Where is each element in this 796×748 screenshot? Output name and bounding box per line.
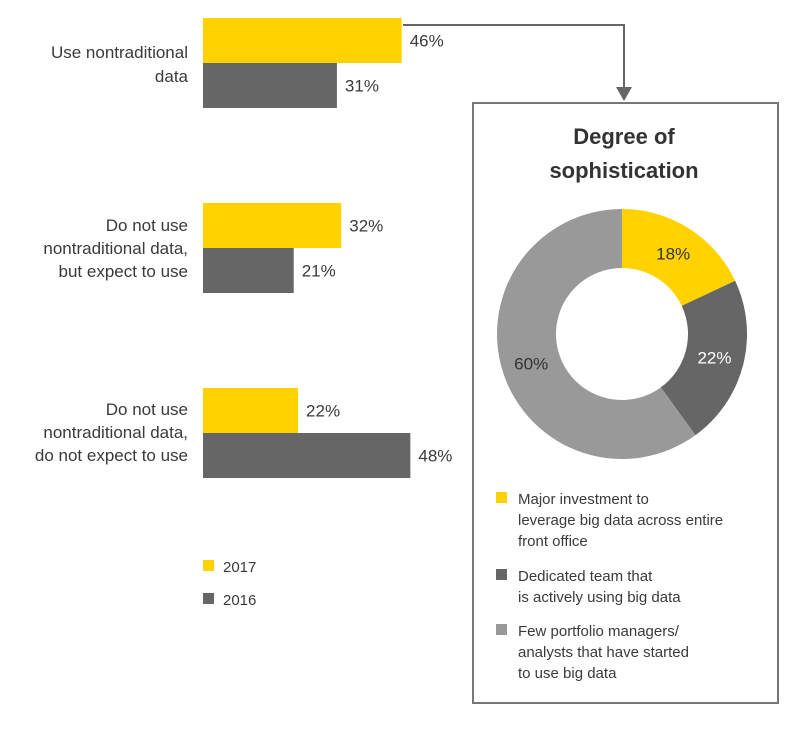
donut-legend-line: Major investment to	[518, 491, 649, 508]
category-label-line: data	[155, 67, 189, 86]
bar-2017	[203, 388, 299, 433]
bar-value-label: 21%	[302, 262, 336, 281]
category-label: Do not use nontraditional data, but expect…	[43, 216, 188, 281]
donut-slice-label: 18%	[656, 244, 690, 263]
legend-label: 2016	[223, 592, 256, 609]
panel-title-line: sophistication	[549, 158, 698, 183]
bar-2016	[203, 433, 411, 478]
category-label: Use nontraditional data	[51, 43, 189, 86]
category-label: Do not use nontraditional data, do not exp…	[35, 400, 188, 465]
arrowhead	[616, 87, 632, 101]
donut-legend-swatch	[496, 569, 507, 580]
legend-label: 2017	[223, 559, 256, 576]
bar-value-label: 31%	[345, 77, 379, 96]
donut-legend-line: leverage big data across entire	[518, 512, 723, 529]
bar-value-label: 46%	[410, 32, 444, 51]
donut-slice-label: 22%	[697, 349, 731, 368]
donut-legend-line: front office	[518, 533, 588, 550]
donut-legend-line: analysts that have started	[518, 644, 689, 661]
panel-title: Degree of sophistication	[549, 124, 698, 183]
donut-slice	[622, 209, 736, 306]
donut-slice-label: 60%	[514, 355, 548, 374]
category-label-line: Do not use	[106, 216, 188, 235]
donut-legend-line: is actively using big data	[518, 589, 681, 606]
donut-legend-line: Few portfolio managers/	[518, 623, 680, 640]
donut-legend-line: to use big data	[518, 665, 617, 682]
donut-legend-swatch	[496, 492, 507, 503]
category-label-line: nontraditional data,	[43, 239, 188, 258]
donut-slice	[497, 209, 696, 459]
legend-swatch-2016	[203, 593, 214, 604]
category-label-line: nontraditional data,	[43, 423, 188, 442]
category-label-line: Do not use	[106, 400, 188, 419]
donut-legend-label: Major investment to leverage big data acr…	[518, 491, 723, 550]
sophistication-panel: Degree of sophistication 18% 22% 60% Major in…	[472, 102, 779, 704]
bar-value-label: 22%	[306, 402, 340, 421]
panel-title-line: Degree of	[573, 124, 675, 149]
category-label-line: but expect to use	[59, 262, 188, 281]
donut-legend-line: Dedicated team that	[518, 568, 653, 585]
legend-swatch-2017	[203, 560, 214, 571]
bar-2016	[203, 63, 337, 108]
connector-line	[403, 24, 625, 92]
category-label-line: Use nontraditional	[51, 43, 188, 62]
bar-2017	[203, 203, 342, 248]
donut-legend-swatch	[496, 624, 507, 635]
bar-value-label: 48%	[418, 447, 452, 466]
bar-2017	[203, 18, 402, 63]
connector-arrow	[403, 24, 632, 101]
bar-value-label: 32%	[349, 217, 383, 236]
bar-2016	[203, 248, 294, 293]
donut-legend-label: Dedicated team that is actively using big…	[518, 568, 681, 606]
donut-legend-label: Few portfolio managers/analysts that hav…	[518, 623, 689, 682]
category-label-line: do not expect to use	[35, 446, 188, 465]
bar-chart: Use nontraditional data 46% 31% Do not use no…	[35, 18, 452, 609]
donut-slice	[660, 280, 747, 436]
